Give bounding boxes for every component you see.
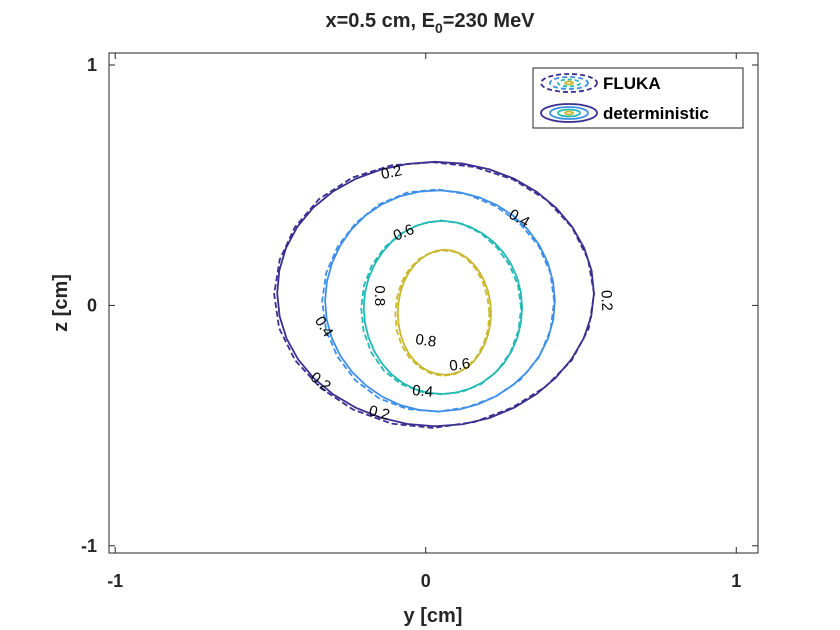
tick-group: -1 0 1 -1 0 1	[81, 53, 758, 591]
contour-label: 0.2	[379, 162, 403, 183]
legend-fluka-icon	[540, 73, 598, 93]
contour-label: 0.8	[414, 331, 437, 351]
contour-label: 0.4	[412, 382, 434, 401]
legend-label-deterministic: deterministic	[603, 104, 709, 123]
contour-fluka-0.2	[273, 161, 595, 429]
x-tick-label: 0	[421, 571, 431, 591]
contour-label: 0.2	[367, 402, 391, 424]
legend-label-fluka: FLUKA	[603, 74, 661, 93]
x-axis-label: y [cm]	[404, 605, 463, 627]
y-axis-label: z [cm]	[50, 274, 72, 332]
y-tick-label: 1	[87, 55, 97, 75]
contour-label: 0.2	[598, 290, 616, 311]
legend-box	[532, 67, 744, 129]
contour-deterministic-0.8	[396, 248, 492, 376]
contour-label: 0.6	[448, 355, 471, 375]
x-tick-label: 1	[731, 571, 741, 591]
contour-label: 0.6	[391, 221, 417, 245]
legend-deterministic-icon	[540, 103, 598, 123]
y-tick-label: 0	[87, 295, 97, 315]
y-tick-label: -1	[81, 536, 97, 556]
legend: FLUKA deterministic	[532, 67, 744, 129]
plot-area	[108, 52, 759, 554]
contour-label: 0.8	[371, 285, 388, 306]
contour-deterministic-0.2	[276, 160, 595, 428]
contour-fluka-0.6	[360, 219, 523, 396]
x-tick-label: -1	[107, 571, 123, 591]
contour-group	[273, 160, 595, 429]
contour-fluka-0.4	[321, 188, 556, 413]
contour-fluka-0.8	[394, 249, 491, 377]
chart-title: x=0.5 cm, E0=230 MeV	[325, 10, 535, 36]
